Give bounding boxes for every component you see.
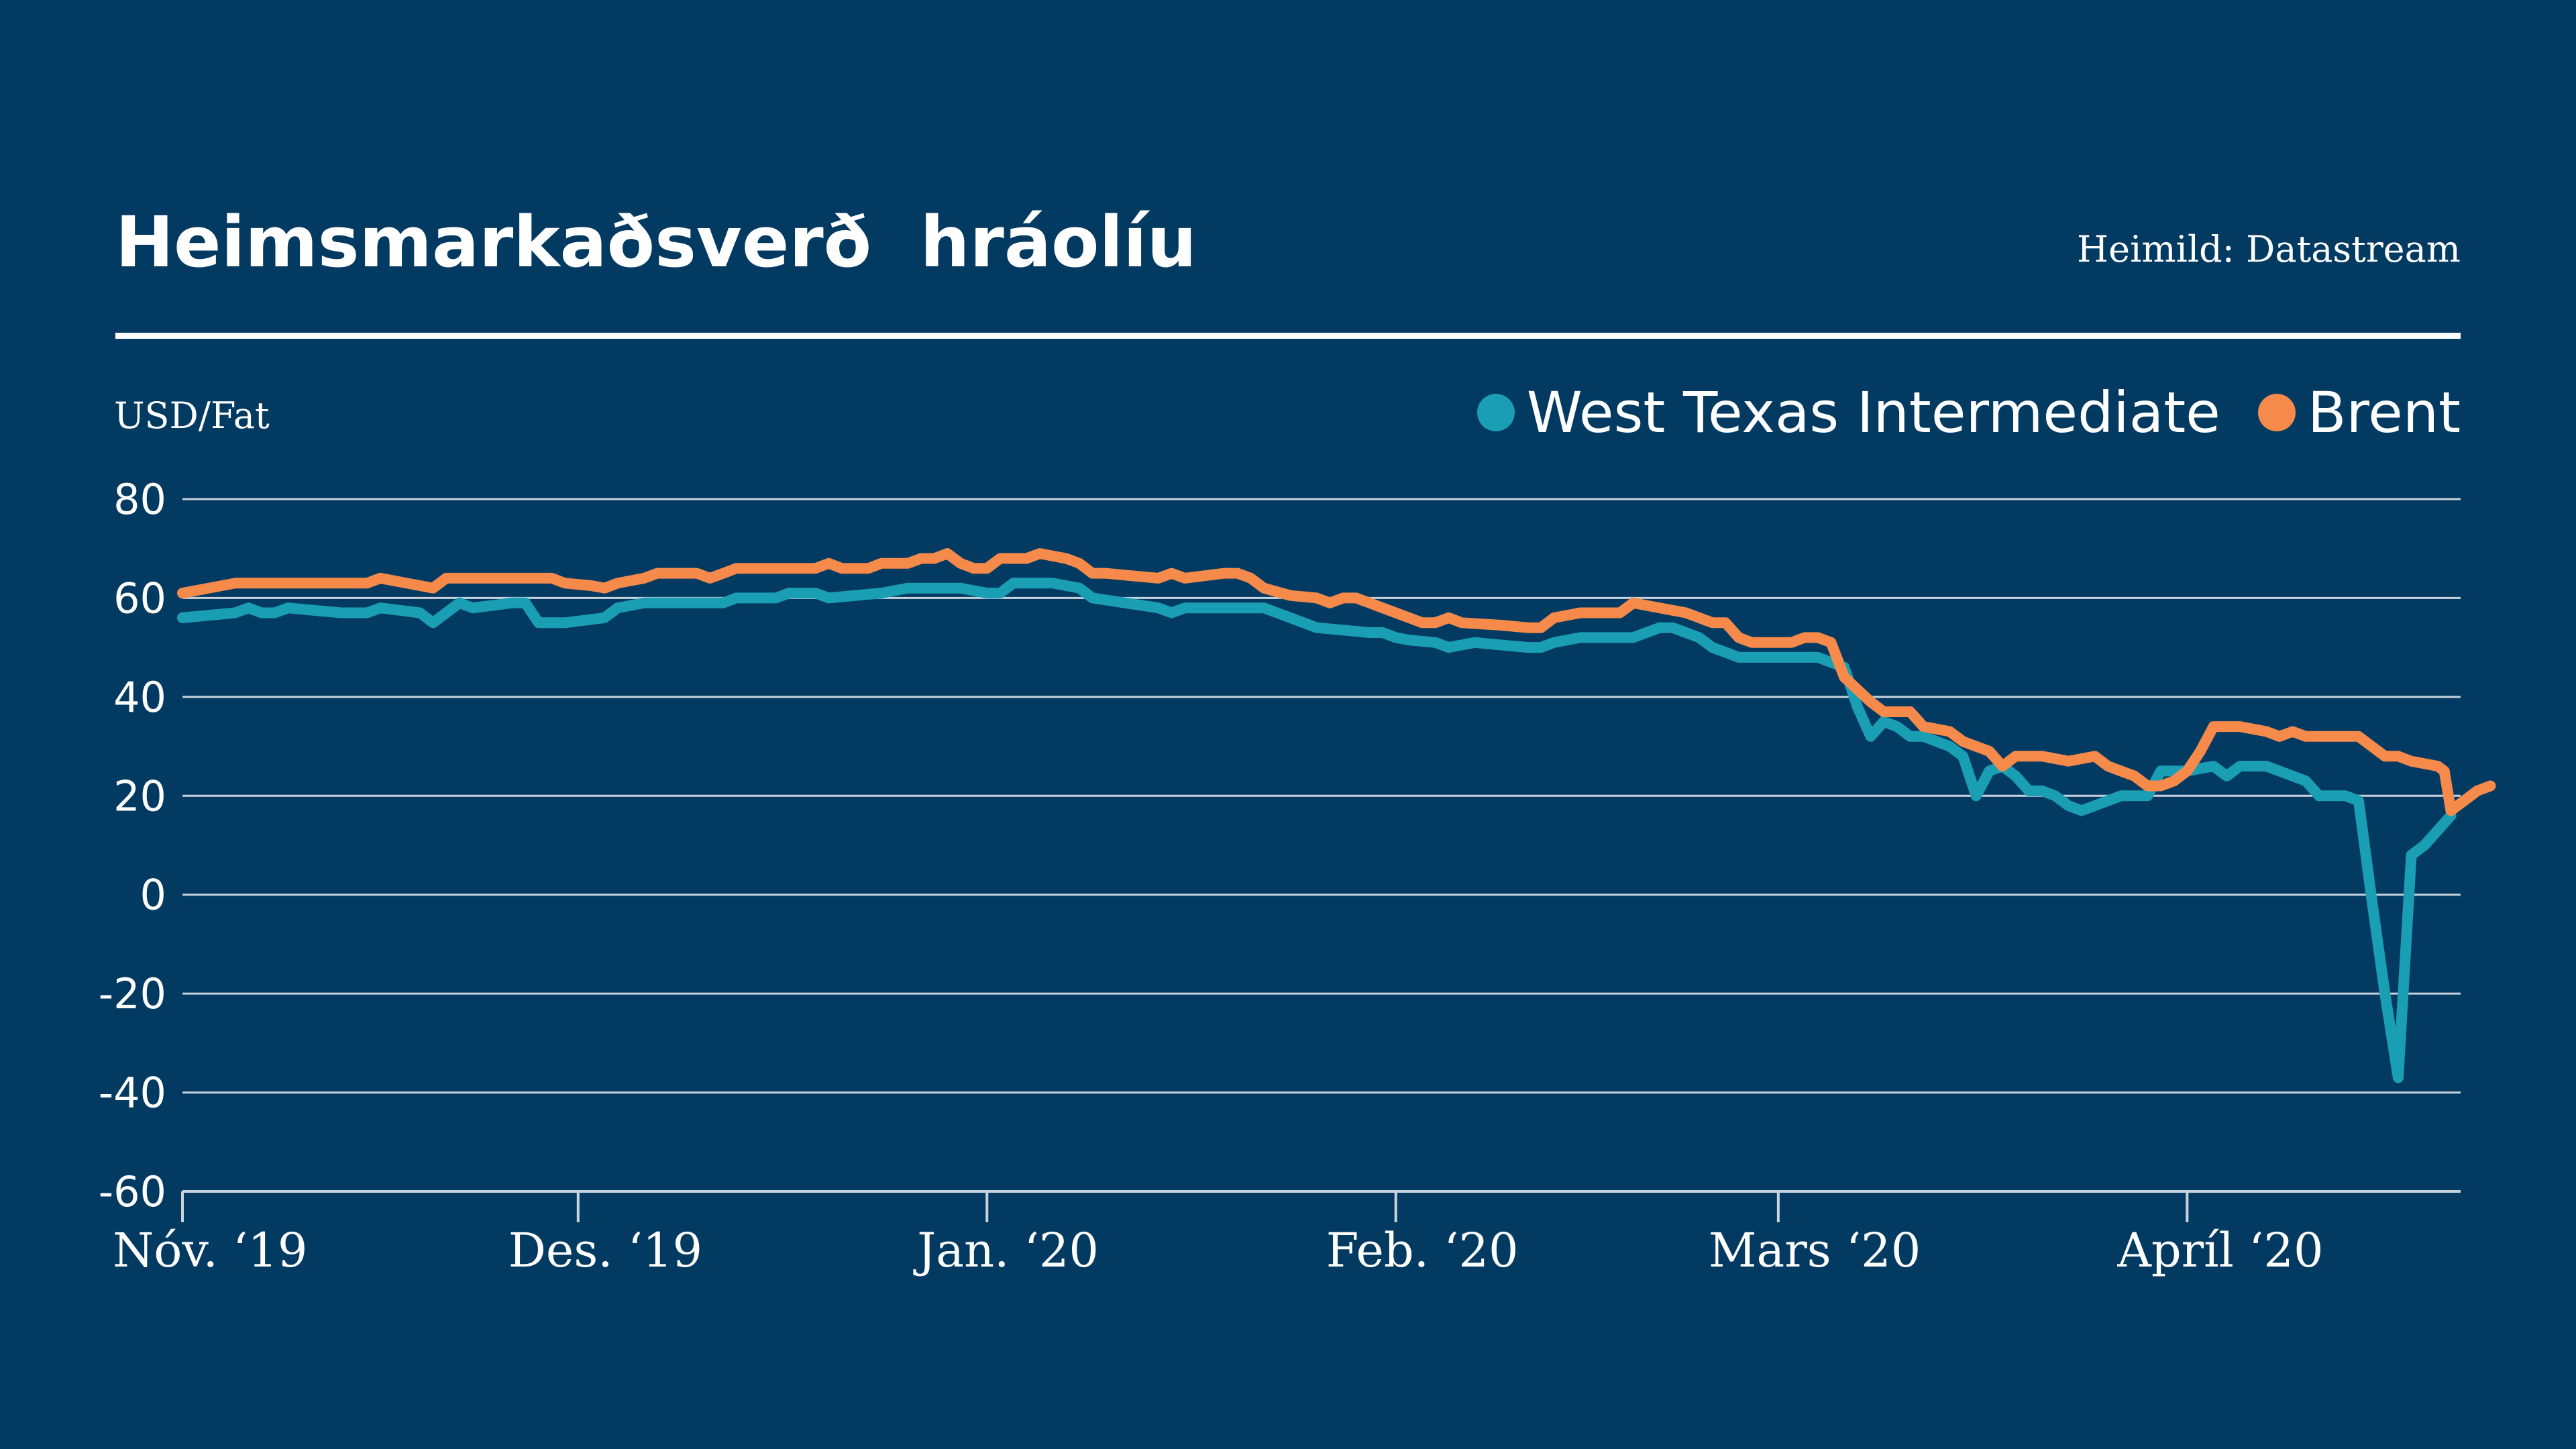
series-line-wti xyxy=(177,578,2457,1083)
y-tick-label: 0 xyxy=(140,871,166,920)
y-tick-label: 60 xyxy=(113,574,166,623)
y-tick-label: -60 xyxy=(99,1167,166,1216)
y-tick-label: 80 xyxy=(113,475,166,524)
x-tick-label: Feb. ‘20 xyxy=(1326,1223,1519,1278)
y-tick-label: 20 xyxy=(113,771,166,820)
x-tick-label: Apríl ‘20 xyxy=(2116,1223,2323,1278)
x-tick-label: Nóv. ‘19 xyxy=(113,1223,307,1278)
series-line-brent xyxy=(177,548,2496,816)
y-axis-unit: USD/Fat xyxy=(114,394,270,437)
title-divider xyxy=(115,333,2461,339)
legend-dot-brent-icon xyxy=(2257,394,2296,431)
series-lines xyxy=(177,548,2496,1083)
legend-label-wti: West Texas Intermediate xyxy=(1526,380,2220,445)
x-axis: Nóv. ‘19 Des. ‘19 Jan. ‘20 Feb. ‘20 Mars ‘20… xyxy=(113,1190,2461,1278)
chart-title: Heimsmarkaðsverð hráolíu xyxy=(115,201,1197,283)
legend-item-wti: West Texas Intermediate xyxy=(1477,380,2220,445)
x-tick-label: Mars ‘20 xyxy=(1709,1223,1921,1278)
y-tick-label: -20 xyxy=(99,969,166,1018)
x-tick-label: Jan. ‘20 xyxy=(913,1223,1099,1278)
legend-dot-wti-icon xyxy=(1477,394,1515,431)
y-tick-label: 40 xyxy=(113,673,166,722)
x-tick-label: Des. ‘19 xyxy=(508,1223,702,1278)
y-axis-ticks: 80 60 40 20 0 -20 -40 -60 xyxy=(99,475,166,1216)
legend-label-brent: Brent xyxy=(2307,380,2461,445)
source-note: Heimild: Datastream xyxy=(2077,228,2461,270)
legend: West Texas Intermediate Brent xyxy=(1440,380,2461,445)
y-tick-label: -40 xyxy=(99,1069,166,1118)
legend-item-brent: Brent xyxy=(2257,380,2461,445)
